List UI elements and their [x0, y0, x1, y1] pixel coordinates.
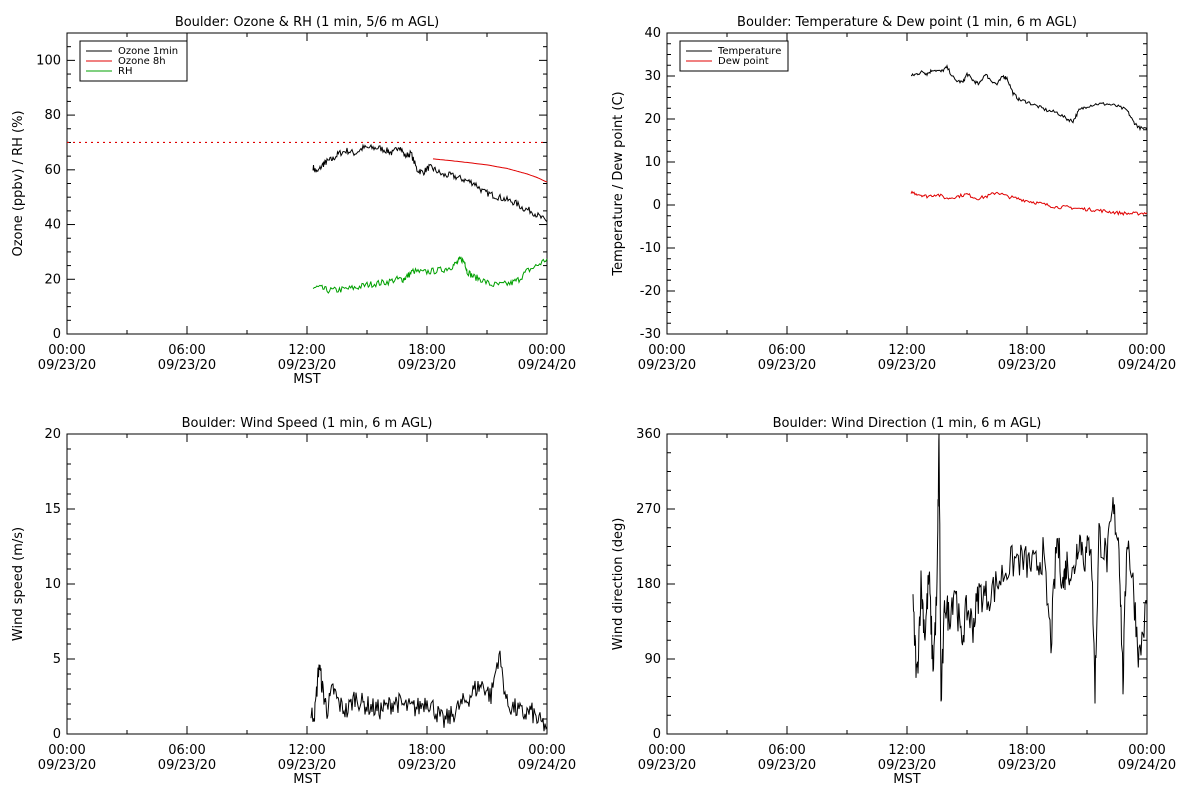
x-tick-date-label: 09/23/20	[878, 758, 936, 773]
chart-panel-1: Boulder: Ozone & RH (1 min, 5/6 m AGL) 0 2…	[11, 15, 576, 387]
legend-entry: Dew point	[718, 56, 769, 67]
legend-box	[679, 40, 789, 72]
chart-title: Boulder: Wind Speed (1 min, 6 m AGL)	[182, 416, 433, 431]
y-tick-label: 100	[36, 53, 61, 68]
y-tick-label: 40	[44, 218, 61, 233]
x-tick-date-label: 09/23/20	[158, 758, 216, 773]
x-tick-date-label: 09/23/20	[38, 358, 96, 373]
x-tick-time-label: 06:00	[768, 743, 805, 758]
x-tick-date-label: 09/24/20	[1118, 358, 1176, 373]
y-tick-label: 10	[644, 155, 661, 170]
x-tick-date-label: 09/23/20	[398, 358, 456, 373]
plot-frame	[666, 32, 1148, 335]
chart-title: Boulder: Ozone & RH (1 min, 5/6 m AGL)	[175, 15, 439, 30]
legend-entry: RH	[118, 66, 132, 77]
x-tick-time-label: 00:00	[528, 743, 565, 758]
y-tick-label: 10	[44, 577, 61, 592]
y-tick-label: 0	[653, 727, 661, 742]
chart-panel-2: Boulder: Temperature & Dew point (1 min,…	[611, 15, 1176, 373]
x-tick-time-label: 18:00	[1008, 743, 1045, 758]
y-tick-label: 20	[644, 112, 661, 127]
x-tick-time-label: 12:00	[288, 743, 325, 758]
x-axis-label: MST	[293, 372, 320, 387]
x-tick-time-label: 06:00	[168, 343, 205, 358]
x-tick-date-label: 09/23/20	[278, 758, 336, 773]
x-tick-date-label: 09/23/20	[758, 758, 816, 773]
y-tick-label: 30	[644, 69, 661, 84]
x-tick-time-label: 12:00	[288, 343, 325, 358]
x-tick-date-label: 09/23/20	[638, 358, 696, 373]
chart-title: Boulder: Temperature & Dew point (1 min,…	[737, 15, 1077, 30]
x-tick-date-label: 09/23/20	[758, 358, 816, 373]
x-tick-time-label: 00:00	[48, 743, 85, 758]
y-tick-label: 80	[44, 108, 61, 123]
x-tick-date-label: 09/23/20	[38, 758, 96, 773]
plot-frame	[666, 433, 1148, 735]
y-axis-label: Ozone (ppbv) / RH (%)	[11, 110, 26, 256]
y-tick-label: -30	[640, 327, 661, 342]
x-tick-date-label: 09/23/20	[158, 358, 216, 373]
x-tick-date-label: 09/23/20	[998, 358, 1056, 373]
x-tick-time-label: 06:00	[768, 343, 805, 358]
legend-entry: Ozone 8h	[118, 56, 166, 67]
x-tick-time-label: 00:00	[48, 343, 85, 358]
y-tick-label: 20	[44, 272, 61, 287]
x-axis-label: MST	[893, 772, 920, 787]
y-tick-label: 90	[644, 652, 661, 667]
y-axis-label: Wind speed (m/s)	[11, 527, 26, 641]
chart-title: Boulder: Wind Direction (1 min, 6 m AGL)	[773, 416, 1042, 431]
x-tick-date-label: 09/23/20	[998, 758, 1056, 773]
x-tick-time-label: 00:00	[648, 743, 685, 758]
x-tick-time-label: 18:00	[408, 343, 445, 358]
y-tick-label: 20	[44, 427, 61, 442]
y-tick-label: 270	[636, 502, 661, 517]
y-tick-label: 0	[653, 198, 661, 213]
series-line-temperature	[911, 64, 1148, 132]
x-tick-time-label: 18:00	[1008, 343, 1045, 358]
x-tick-time-label: 18:00	[408, 743, 445, 758]
x-tick-date-label: 09/24/20	[518, 758, 576, 773]
x-tick-date-label: 09/23/20	[278, 358, 336, 373]
y-tick-label: 60	[44, 163, 61, 178]
chart-panel-4: Boulder: Wind Direction (1 min, 6 m AGL)…	[611, 416, 1176, 787]
x-tick-date-label: 09/23/20	[398, 758, 456, 773]
y-tick-label: 15	[44, 502, 61, 517]
x-tick-time-label: 12:00	[888, 743, 925, 758]
series-line-dew-point	[910, 190, 1148, 216]
y-tick-label: 5	[53, 652, 61, 667]
y-tick-label: 180	[636, 577, 661, 592]
x-tick-date-label: 09/23/20	[638, 758, 696, 773]
y-tick-label: -10	[640, 241, 661, 256]
chart-panel-3: Boulder: Wind Speed (1 min, 6 m AGL) 0 5 10…	[11, 416, 576, 787]
series-line-ozone-1min	[312, 143, 548, 223]
y-tick-label: 360	[636, 427, 661, 442]
x-tick-time-label: 00:00	[648, 343, 685, 358]
plot-frame	[66, 433, 548, 735]
x-tick-time-label: 12:00	[888, 343, 925, 358]
x-tick-date-label: 09/23/20	[878, 358, 936, 373]
y-tick-label: -20	[640, 284, 661, 299]
x-tick-date-label: 09/24/20	[1118, 758, 1176, 773]
y-tick-label: 0	[53, 727, 61, 742]
x-tick-time-label: 00:00	[1128, 343, 1165, 358]
x-tick-time-label: 00:00	[528, 343, 565, 358]
y-axis-label: Temperature / Dew point (C)	[611, 91, 626, 276]
legend-entry: Temperature	[717, 46, 781, 57]
y-tick-label: 40	[644, 26, 661, 41]
x-tick-time-label: 00:00	[1128, 743, 1165, 758]
series-line-rh	[312, 255, 548, 294]
x-axis-label: MST	[293, 772, 320, 787]
x-tick-time-label: 06:00	[168, 743, 205, 758]
series-line-ozone-8h	[432, 158, 548, 183]
y-axis-label: Wind direction (deg)	[611, 518, 626, 651]
series-line-data	[912, 433, 1148, 704]
y-tick-label: 0	[53, 327, 61, 342]
x-tick-date-label: 09/24/20	[518, 358, 576, 373]
series-line-data	[310, 650, 548, 732]
legend-entry: Ozone 1min	[118, 46, 178, 57]
